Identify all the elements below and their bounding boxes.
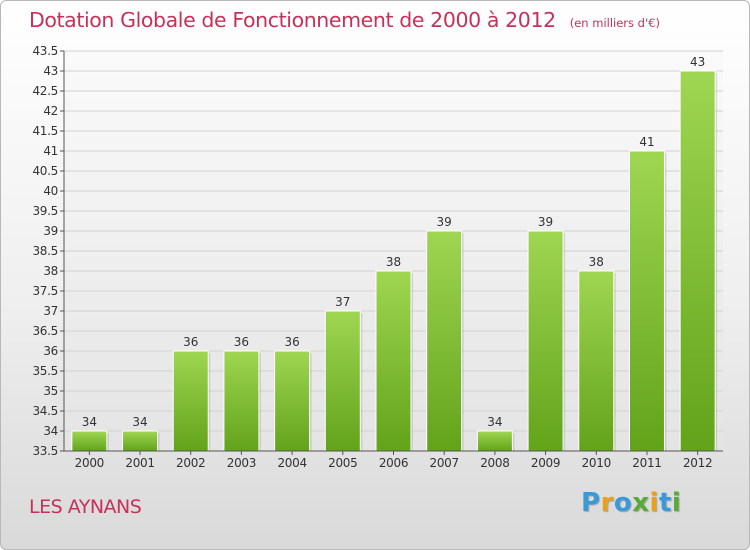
x-tick-label: 2003 (227, 456, 256, 470)
bar (476, 430, 513, 452)
bar (628, 150, 665, 452)
bar-value-label: 38 (589, 255, 604, 269)
bar (679, 70, 716, 452)
x-tick-label: 2011 (632, 456, 661, 470)
y-tick-label: 39.5 (32, 204, 58, 218)
x-tick-label: 2004 (277, 456, 306, 470)
x-tick-label: 2006 (379, 456, 408, 470)
bar (426, 230, 463, 452)
y-tick-label: 43 (43, 64, 58, 78)
x-tick-label: 2009 (531, 456, 560, 470)
y-tick-label: 42.5 (32, 84, 58, 98)
bar-value-label: 37 (335, 295, 350, 309)
y-tick-label: 34 (43, 424, 58, 438)
chart-unit: (en milliers d'€) (569, 16, 660, 30)
x-tick-label: 2010 (582, 456, 611, 470)
bar-value-label: 34 (82, 415, 97, 429)
logo-letter: P (581, 488, 601, 518)
commune-name: LES AYNANS (29, 496, 142, 518)
y-tick-label: 43.5 (32, 44, 58, 58)
bar-value-label: 36 (183, 335, 198, 349)
y-tick-label: 36.5 (32, 324, 58, 338)
bar (375, 270, 412, 452)
y-tick-label: 33.5 (32, 444, 58, 458)
bar-value-label: 36 (284, 335, 299, 349)
bar-value-label: 34 (132, 415, 147, 429)
bar-value-label: 39 (437, 215, 452, 229)
y-tick-label: 42 (43, 104, 58, 118)
bar (71, 430, 108, 452)
y-tick-label: 41 (43, 144, 58, 158)
logo-letter: t (658, 488, 672, 518)
bar (324, 310, 361, 452)
x-tick-label: 2005 (328, 456, 357, 470)
chart-title: Dotation Globale de Fonctionnement de 20… (29, 8, 660, 32)
y-tick-label: 34.5 (32, 404, 58, 418)
y-tick-label: 40 (43, 184, 58, 198)
bar (122, 430, 159, 452)
y-tick-label: 40.5 (32, 164, 58, 178)
y-tick-label: 41.5 (32, 124, 58, 138)
logo-letter: x (632, 488, 650, 518)
bar-value-label: 38 (386, 255, 401, 269)
x-tick-label: 2002 (176, 456, 205, 470)
bar (274, 350, 311, 452)
bar-value-label: 41 (639, 135, 654, 149)
y-tick-label: 38.5 (32, 244, 58, 258)
bar-value-label: 43 (690, 55, 705, 69)
y-tick-label: 36 (43, 344, 58, 358)
x-tick-label: 2008 (480, 456, 509, 470)
y-tick-label: 35.5 (32, 364, 58, 378)
logo-letter: o (613, 488, 633, 518)
y-tick-label: 35 (43, 384, 58, 398)
y-tick-label: 37 (43, 304, 58, 318)
bar (578, 270, 615, 452)
bar-value-label: 36 (234, 335, 249, 349)
bar (223, 350, 260, 452)
x-tick-label: 2012 (683, 456, 712, 470)
bar (172, 350, 209, 452)
chart-title-text: Dotation Globale de Fonctionnement de 20… (29, 8, 556, 32)
x-tick-label: 2007 (430, 456, 459, 470)
y-tick-label: 37.5 (32, 284, 58, 298)
x-tick-label: 2000 (75, 456, 104, 470)
y-tick-label: 38 (43, 264, 58, 278)
proxiti-logo: Proxiti (581, 488, 681, 518)
logo-letter: i (649, 488, 659, 518)
logo-letter: i (671, 488, 682, 518)
bar-value-label: 39 (538, 215, 553, 229)
logo-letter: r (600, 488, 614, 518)
bar (527, 230, 564, 452)
x-tick-label: 2001 (125, 456, 154, 470)
y-tick-label: 39 (43, 224, 58, 238)
bar-value-label: 34 (487, 415, 502, 429)
